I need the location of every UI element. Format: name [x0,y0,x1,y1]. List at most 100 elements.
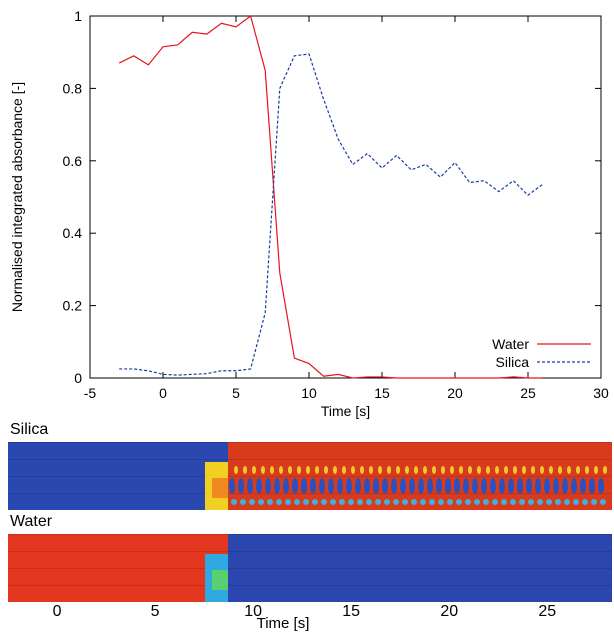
speckle [294,499,300,505]
data-line [118,14,543,379]
panel-label: Silica [10,421,48,438]
speckle [321,499,327,505]
speckle [339,499,345,505]
speckle [508,478,514,494]
speckle [373,478,379,494]
strip-left [8,534,228,602]
speckle [375,499,381,505]
speckle [576,466,580,474]
speckle [265,478,271,494]
speckle [531,466,535,474]
speckle [418,478,424,494]
speckle [499,478,505,494]
x-tick-label: 10 [244,603,262,620]
speckle [396,466,400,474]
speckle [450,466,454,474]
speckle [256,478,262,494]
speckle [346,478,352,494]
strip-left [8,442,228,510]
speckle [351,466,355,474]
speckle [567,466,571,474]
strip-row [8,534,612,535]
speckle [258,499,264,505]
x-tick-label: 15 [342,603,360,620]
speckle [364,478,370,494]
speckle [490,478,496,494]
speckle [603,466,607,474]
speckle [310,478,316,494]
speckle [333,466,337,474]
x-tick-label: 0 [159,385,167,401]
speckle [391,478,397,494]
speckle [234,466,238,474]
y-tick-label: 0.4 [63,225,83,241]
plot-frame [89,15,602,379]
x-tick-label: 0 [53,603,62,620]
speckle [276,499,282,505]
speckle [285,499,291,505]
y-tick-label: 0.2 [63,298,83,314]
panel-label: Water [10,513,53,530]
x-tick-label: 20 [440,603,458,620]
speckle [261,466,265,474]
speckle [274,478,280,494]
speckle [427,478,433,494]
speckle [535,478,541,494]
speckle [591,499,597,505]
speckle [355,478,361,494]
speckle [337,478,343,494]
speckle [517,478,523,494]
speckle [378,466,382,474]
speckle [465,499,471,505]
speckle [472,478,478,494]
speckle [454,478,460,494]
speckle [537,499,543,505]
speckle [409,478,415,494]
speckle [252,466,256,474]
speckle [549,466,553,474]
speckle [420,499,426,505]
speckle [468,466,472,474]
speckle [283,478,289,494]
speckle [436,478,442,494]
speckle [312,499,318,505]
speckle [292,478,298,494]
speckle [562,478,568,494]
speckle [324,466,328,474]
speckle [393,499,399,505]
x-tick-label: 10 [301,385,317,401]
speckle [553,478,559,494]
speckle [423,466,427,474]
speckle [288,466,292,474]
y-tick-label: 0 [74,370,82,386]
speckle [589,478,595,494]
speckle [405,466,409,474]
x-tick-label: 25 [538,603,556,620]
x-axis-title: Time [s] [321,403,370,419]
speckle [267,499,273,505]
speckle [546,499,552,505]
speckle [544,478,550,494]
strip-row [8,493,612,494]
x-tick-label: 5 [232,385,240,401]
speckle [328,478,334,494]
speckle [510,499,516,505]
speckle [384,499,390,505]
speckle [555,499,561,505]
speckle [297,466,301,474]
speckle [348,499,354,505]
y-axis-title: Normalised integrated absorbance [-] [9,82,25,312]
speckle [598,478,604,494]
speckle [387,466,391,474]
speckle [240,499,246,505]
speckle [585,466,589,474]
speckle [382,478,388,494]
speckle [492,499,498,505]
speckle [429,499,435,505]
speckle [238,478,244,494]
speckle [477,466,481,474]
speckle [540,466,544,474]
speckle [247,478,253,494]
speckle [357,499,363,505]
speckle [495,466,499,474]
